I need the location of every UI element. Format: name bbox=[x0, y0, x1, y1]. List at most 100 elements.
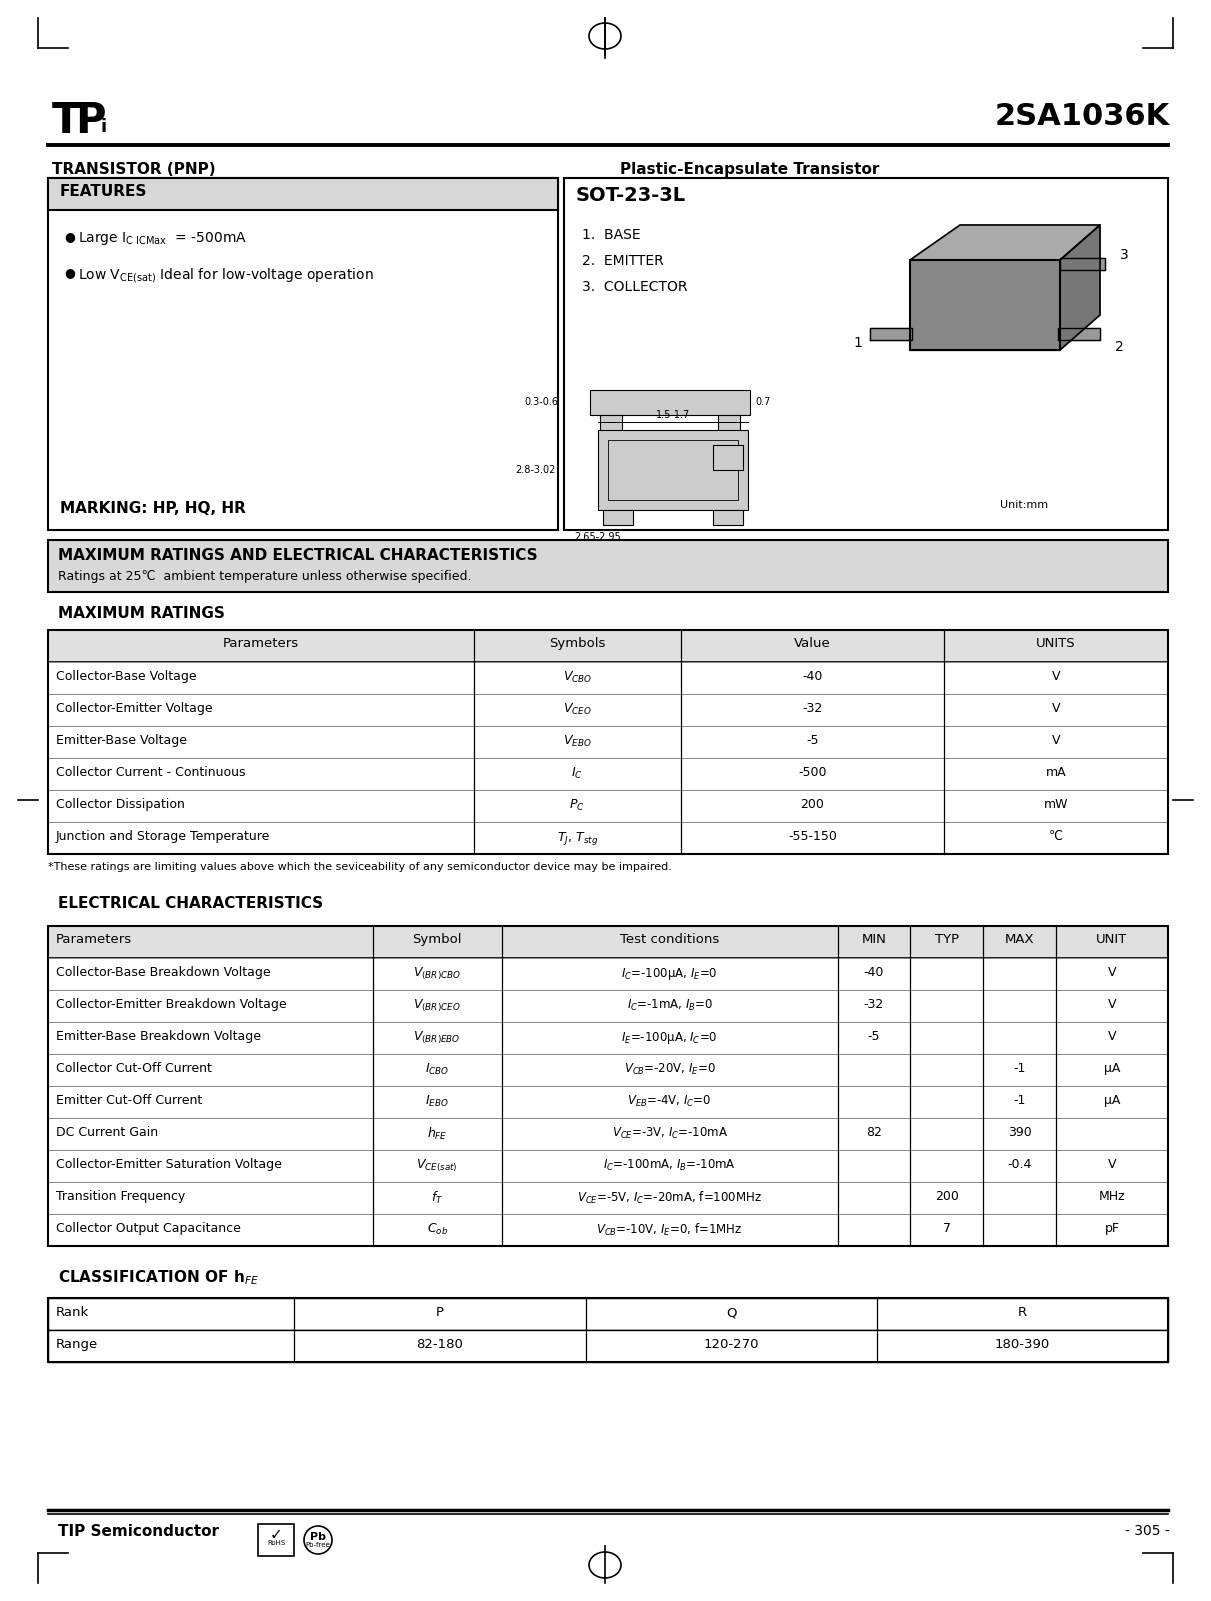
Text: 200: 200 bbox=[935, 1190, 959, 1202]
Text: V: V bbox=[1051, 669, 1061, 684]
Text: $V_{EB}$=-4V, $I_{C}$=0: $V_{EB}$=-4V, $I_{C}$=0 bbox=[627, 1093, 712, 1109]
Bar bbox=[48, 631, 1167, 661]
Text: ●: ● bbox=[64, 231, 75, 243]
Text: V: V bbox=[1108, 1029, 1117, 1042]
Text: μA: μA bbox=[1103, 1061, 1120, 1074]
Text: 7: 7 bbox=[943, 1222, 951, 1234]
Text: Test conditions: Test conditions bbox=[620, 933, 719, 946]
Text: 2.  EMITTER: 2. EMITTER bbox=[582, 255, 664, 267]
Text: 120-270: 120-270 bbox=[704, 1338, 759, 1351]
Text: UNITS: UNITS bbox=[1037, 637, 1075, 650]
Bar bbox=[598, 431, 748, 511]
Text: pF: pF bbox=[1104, 1222, 1119, 1234]
Text: MHz: MHz bbox=[1098, 1190, 1125, 1202]
Polygon shape bbox=[1060, 226, 1100, 351]
Text: CLASSIFICATION OF h$_{FE}$: CLASSIFICATION OF h$_{FE}$ bbox=[58, 1268, 259, 1287]
Text: Collector-Emitter Breakdown Voltage: Collector-Emitter Breakdown Voltage bbox=[56, 997, 287, 1010]
Polygon shape bbox=[1058, 328, 1100, 339]
Text: Collector-Base Breakdown Voltage: Collector-Base Breakdown Voltage bbox=[56, 965, 270, 978]
Text: Range: Range bbox=[56, 1338, 98, 1351]
Bar bbox=[48, 1330, 1167, 1362]
Bar bbox=[599, 415, 622, 432]
Text: $I_{C}$=-1mA, $I_{B}$=0: $I_{C}$=-1mA, $I_{B}$=0 bbox=[626, 997, 712, 1013]
Text: Parameters: Parameters bbox=[56, 933, 132, 946]
Polygon shape bbox=[1060, 226, 1100, 351]
Text: -0.4: -0.4 bbox=[1008, 1158, 1032, 1170]
Text: $V_{(BR)CEO}$: $V_{(BR)CEO}$ bbox=[413, 997, 461, 1015]
Text: 390: 390 bbox=[1008, 1126, 1032, 1138]
Text: $V_{CEO}$: $V_{CEO}$ bbox=[563, 701, 591, 717]
Text: TIP Semiconductor: TIP Semiconductor bbox=[58, 1524, 219, 1539]
Text: 2SA1036K: 2SA1036K bbox=[994, 102, 1170, 131]
Text: V: V bbox=[1051, 701, 1061, 716]
Text: P: P bbox=[436, 1306, 444, 1319]
Text: *These ratings are limiting values above which the seviceability of any semicond: *These ratings are limiting values above… bbox=[48, 861, 672, 873]
Text: 2: 2 bbox=[1115, 339, 1124, 354]
Text: $I_{C}$=-100mA, $I_{B}$=-10mA: $I_{C}$=-100mA, $I_{B}$=-10mA bbox=[603, 1158, 736, 1174]
Text: Transition Frequency: Transition Frequency bbox=[56, 1190, 185, 1202]
Text: -1: -1 bbox=[1014, 1061, 1026, 1074]
Bar bbox=[713, 445, 744, 471]
Text: mA: mA bbox=[1045, 765, 1067, 780]
Text: Q: Q bbox=[725, 1306, 736, 1319]
Text: MIN: MIN bbox=[861, 933, 886, 946]
Bar bbox=[48, 1182, 1167, 1214]
Bar bbox=[48, 1053, 1167, 1085]
Text: MARKING: HP, HQ, HR: MARKING: HP, HQ, HR bbox=[61, 501, 246, 516]
Text: Collector-Emitter Voltage: Collector-Emitter Voltage bbox=[56, 701, 213, 716]
Bar bbox=[48, 725, 1167, 757]
Bar bbox=[48, 925, 1167, 1246]
Text: -5: -5 bbox=[868, 1029, 880, 1042]
Text: MAXIMUM RATINGS: MAXIMUM RATINGS bbox=[58, 607, 225, 621]
Text: -32: -32 bbox=[802, 701, 822, 716]
Text: Unit:mm: Unit:mm bbox=[1000, 500, 1049, 511]
Bar bbox=[48, 693, 1167, 725]
Text: 0.3-0.6: 0.3-0.6 bbox=[524, 397, 558, 407]
Text: 200: 200 bbox=[800, 797, 825, 812]
Text: -32: -32 bbox=[863, 997, 884, 1010]
Text: $V_{(BR)CBO}$: $V_{(BR)CBO}$ bbox=[413, 965, 461, 983]
Text: T: T bbox=[52, 99, 80, 142]
Polygon shape bbox=[1060, 258, 1104, 271]
Text: FEATURES: FEATURES bbox=[61, 184, 148, 199]
Bar bbox=[48, 1214, 1167, 1246]
Bar bbox=[608, 440, 737, 500]
Text: P: P bbox=[75, 99, 105, 142]
Text: -5: -5 bbox=[807, 733, 819, 748]
Bar bbox=[48, 1021, 1167, 1053]
Text: Collector Cut-Off Current: Collector Cut-Off Current bbox=[56, 1061, 212, 1074]
Bar bbox=[48, 1150, 1167, 1182]
Text: V: V bbox=[1108, 997, 1117, 1010]
Text: 1: 1 bbox=[853, 336, 862, 351]
Text: 180-390: 180-390 bbox=[994, 1338, 1050, 1351]
Text: ●: ● bbox=[64, 266, 75, 279]
Text: Collector-Emitter Saturation Voltage: Collector-Emitter Saturation Voltage bbox=[56, 1158, 282, 1170]
Text: MAX: MAX bbox=[1005, 933, 1034, 946]
Text: mW: mW bbox=[1044, 797, 1068, 812]
Text: 1.  BASE: 1. BASE bbox=[582, 227, 641, 242]
Text: Collector-Base Voltage: Collector-Base Voltage bbox=[56, 669, 196, 684]
Text: ℃: ℃ bbox=[1049, 829, 1063, 844]
Text: Plastic-Encapsulate Transistor: Plastic-Encapsulate Transistor bbox=[620, 162, 879, 178]
Text: Symbols: Symbols bbox=[549, 637, 606, 650]
Text: $V_{CBO}$: $V_{CBO}$ bbox=[563, 669, 592, 685]
Text: Junction and Storage Temperature: Junction and Storage Temperature bbox=[56, 829, 270, 844]
Bar bbox=[564, 178, 1167, 530]
Text: -40: -40 bbox=[863, 965, 884, 978]
Text: V: V bbox=[1108, 965, 1117, 978]
Text: $I_{C}$: $I_{C}$ bbox=[572, 765, 582, 781]
Text: $V_{CE(sat)}$: $V_{CE(sat)}$ bbox=[417, 1158, 458, 1175]
Text: Collector Current - Continuous: Collector Current - Continuous bbox=[56, 765, 246, 780]
Text: Pb: Pb bbox=[310, 1532, 326, 1542]
Polygon shape bbox=[869, 328, 912, 339]
Text: RoHS: RoHS bbox=[266, 1540, 285, 1547]
Bar bbox=[48, 661, 1167, 693]
Text: $f_{T}$: $f_{T}$ bbox=[431, 1190, 443, 1206]
Text: Value: Value bbox=[794, 637, 831, 650]
Text: $V_{CE}$=-3V, $I_{C}$=-10mA: $V_{CE}$=-3V, $I_{C}$=-10mA bbox=[612, 1126, 728, 1142]
Text: 82: 82 bbox=[866, 1126, 882, 1138]
Text: 0.7: 0.7 bbox=[754, 397, 770, 407]
Text: Parameters: Parameters bbox=[223, 637, 299, 650]
Text: Ratings at 25℃  ambient temperature unless otherwise specified.: Ratings at 25℃ ambient temperature unles… bbox=[58, 570, 471, 583]
Bar bbox=[48, 957, 1167, 989]
